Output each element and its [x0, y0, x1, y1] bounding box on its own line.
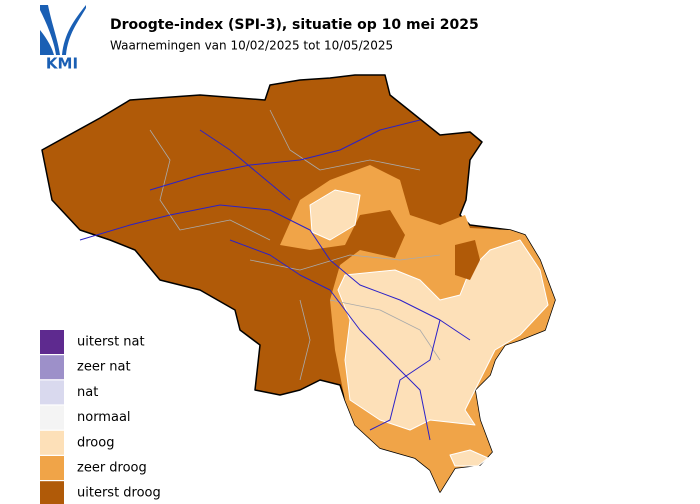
- legend-swatch: [40, 355, 64, 380]
- river: [229, 239, 431, 441]
- logo-text: KMI: [46, 55, 78, 73]
- river: [79, 204, 471, 341]
- rivers: [79, 119, 471, 441]
- legend-swatch: [40, 405, 64, 430]
- region-droog: [309, 189, 361, 241]
- legend-label: zeer droog: [77, 461, 147, 476]
- province-border: [299, 299, 311, 381]
- legend-label: zeer nat: [77, 360, 131, 375]
- map: [41, 74, 556, 493]
- logo-shape: [40, 30, 54, 55]
- region-droog: [449, 449, 489, 467]
- legend-swatch: [40, 456, 64, 480]
- legend-label: nat: [77, 385, 98, 400]
- legend-swatch: [40, 430, 64, 455]
- legend: uiterst nat zeer nat nat normaal droog zeer d…: [40, 330, 161, 504]
- legend-label: normaal: [77, 410, 131, 425]
- province-border: [249, 254, 441, 271]
- logo-shape: [62, 5, 86, 55]
- subtitle: Waarnemingen van 10/02/2025 tot 10/05/20…: [110, 39, 393, 53]
- logo: KMI: [40, 5, 86, 73]
- logo-shape: [40, 5, 60, 55]
- river: [369, 319, 441, 431]
- region-uiterst-droog: [455, 240, 480, 280]
- legend-swatch: [40, 481, 64, 504]
- province-border: [329, 299, 441, 361]
- river: [199, 129, 291, 201]
- legend-swatch: [40, 330, 64, 354]
- legend-label: droog: [77, 435, 114, 450]
- legend-label: uiterst nat: [77, 335, 145, 350]
- title: Droogte-index (SPI-3), situatie op 10 me…: [110, 17, 479, 33]
- province-border: [269, 109, 421, 171]
- region-droog: [337, 239, 549, 431]
- legend-swatch: [40, 380, 64, 405]
- legend-label: uiterst droog: [77, 486, 161, 501]
- river: [149, 119, 421, 191]
